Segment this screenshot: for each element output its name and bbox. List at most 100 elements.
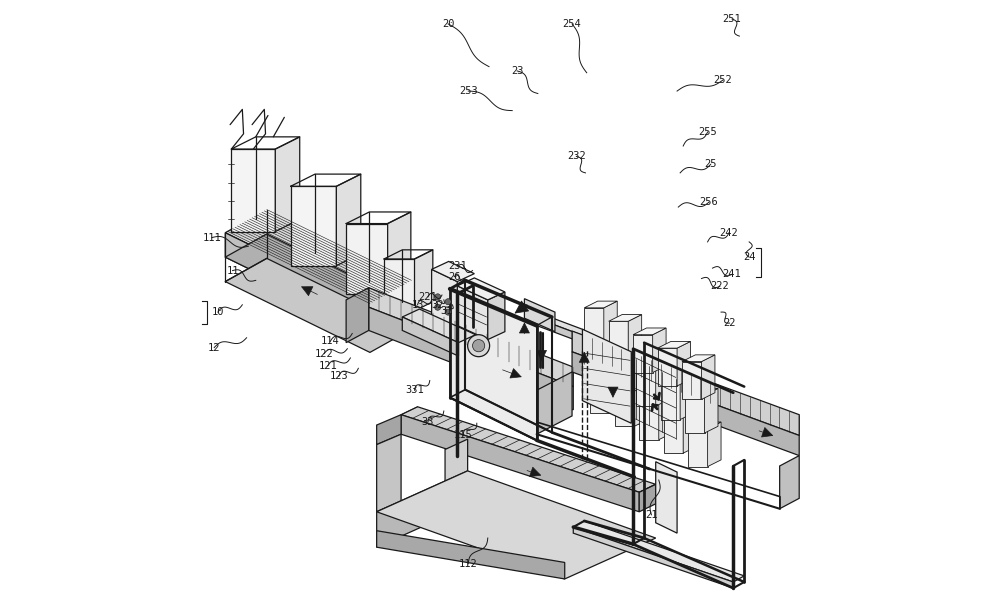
Text: 121: 121	[318, 361, 337, 371]
Text: 252: 252	[713, 75, 732, 85]
Polygon shape	[537, 312, 634, 355]
Text: 122: 122	[315, 349, 334, 359]
Polygon shape	[573, 521, 744, 582]
Text: 123: 123	[329, 371, 348, 381]
Polygon shape	[658, 341, 691, 348]
Polygon shape	[488, 292, 505, 340]
Text: 114: 114	[321, 337, 340, 346]
Polygon shape	[587, 335, 620, 341]
Text: 112: 112	[459, 559, 478, 569]
Polygon shape	[457, 278, 505, 300]
Polygon shape	[582, 329, 631, 424]
Polygon shape	[275, 137, 300, 231]
Polygon shape	[639, 395, 672, 402]
Polygon shape	[680, 375, 694, 420]
Polygon shape	[705, 389, 718, 433]
Polygon shape	[612, 348, 645, 355]
Polygon shape	[628, 315, 642, 359]
Polygon shape	[572, 331, 799, 436]
Polygon shape	[402, 317, 458, 356]
Polygon shape	[682, 362, 702, 400]
Polygon shape	[633, 328, 666, 335]
Polygon shape	[677, 341, 691, 386]
Polygon shape	[432, 269, 457, 330]
Text: 254: 254	[563, 19, 581, 29]
Circle shape	[435, 294, 441, 300]
Polygon shape	[639, 402, 659, 440]
Polygon shape	[537, 372, 572, 435]
Polygon shape	[658, 348, 677, 386]
Polygon shape	[656, 362, 669, 406]
Polygon shape	[664, 409, 697, 416]
Polygon shape	[369, 307, 573, 410]
Text: 11: 11	[226, 266, 239, 275]
Polygon shape	[607, 335, 620, 379]
Text: 23: 23	[511, 66, 523, 76]
Polygon shape	[639, 484, 656, 512]
Polygon shape	[610, 368, 623, 413]
Polygon shape	[682, 355, 715, 362]
Circle shape	[468, 335, 490, 357]
Polygon shape	[401, 415, 639, 512]
Polygon shape	[377, 471, 656, 579]
Text: 221: 221	[419, 292, 437, 302]
Polygon shape	[661, 382, 680, 420]
Polygon shape	[450, 289, 537, 441]
Text: 26: 26	[448, 272, 460, 282]
Text: 222: 222	[710, 282, 729, 291]
Polygon shape	[346, 223, 388, 294]
Text: 31: 31	[440, 306, 453, 316]
Polygon shape	[780, 455, 799, 509]
Polygon shape	[631, 348, 645, 393]
Polygon shape	[615, 382, 648, 389]
Polygon shape	[572, 352, 799, 455]
Polygon shape	[377, 435, 401, 512]
Text: 251: 251	[723, 14, 741, 24]
Polygon shape	[384, 259, 415, 311]
Text: 13: 13	[411, 300, 424, 310]
Polygon shape	[590, 368, 623, 375]
Text: 21: 21	[645, 510, 658, 520]
Polygon shape	[633, 335, 653, 373]
Text: 231: 231	[448, 261, 467, 271]
Polygon shape	[388, 212, 411, 294]
Polygon shape	[688, 422, 721, 429]
Polygon shape	[346, 288, 369, 343]
Polygon shape	[336, 174, 361, 266]
Polygon shape	[653, 328, 666, 373]
Circle shape	[445, 309, 451, 315]
Polygon shape	[537, 318, 634, 362]
Polygon shape	[415, 250, 433, 311]
Polygon shape	[636, 362, 669, 368]
Polygon shape	[445, 439, 468, 517]
Polygon shape	[615, 389, 634, 427]
Text: 12: 12	[208, 343, 220, 353]
Polygon shape	[664, 416, 683, 453]
Polygon shape	[590, 375, 610, 413]
Polygon shape	[688, 429, 708, 466]
Text: 22: 22	[723, 318, 736, 328]
Polygon shape	[587, 341, 607, 379]
Polygon shape	[524, 299, 555, 332]
Polygon shape	[402, 309, 476, 343]
Text: 255: 255	[698, 127, 717, 137]
Circle shape	[445, 299, 451, 305]
Polygon shape	[225, 209, 411, 304]
Polygon shape	[291, 186, 336, 266]
Polygon shape	[685, 389, 718, 395]
Polygon shape	[661, 375, 694, 382]
Text: 232: 232	[567, 151, 586, 162]
Polygon shape	[369, 288, 573, 387]
Text: 32: 32	[431, 300, 444, 310]
Text: 115: 115	[454, 430, 473, 441]
Polygon shape	[634, 351, 677, 441]
Polygon shape	[685, 395, 705, 433]
Polygon shape	[231, 149, 275, 231]
Circle shape	[473, 340, 485, 352]
Text: 253: 253	[459, 86, 478, 96]
Polygon shape	[634, 382, 648, 427]
Polygon shape	[604, 301, 617, 346]
Text: 256: 256	[699, 197, 718, 207]
Polygon shape	[225, 233, 370, 328]
Polygon shape	[377, 531, 565, 579]
